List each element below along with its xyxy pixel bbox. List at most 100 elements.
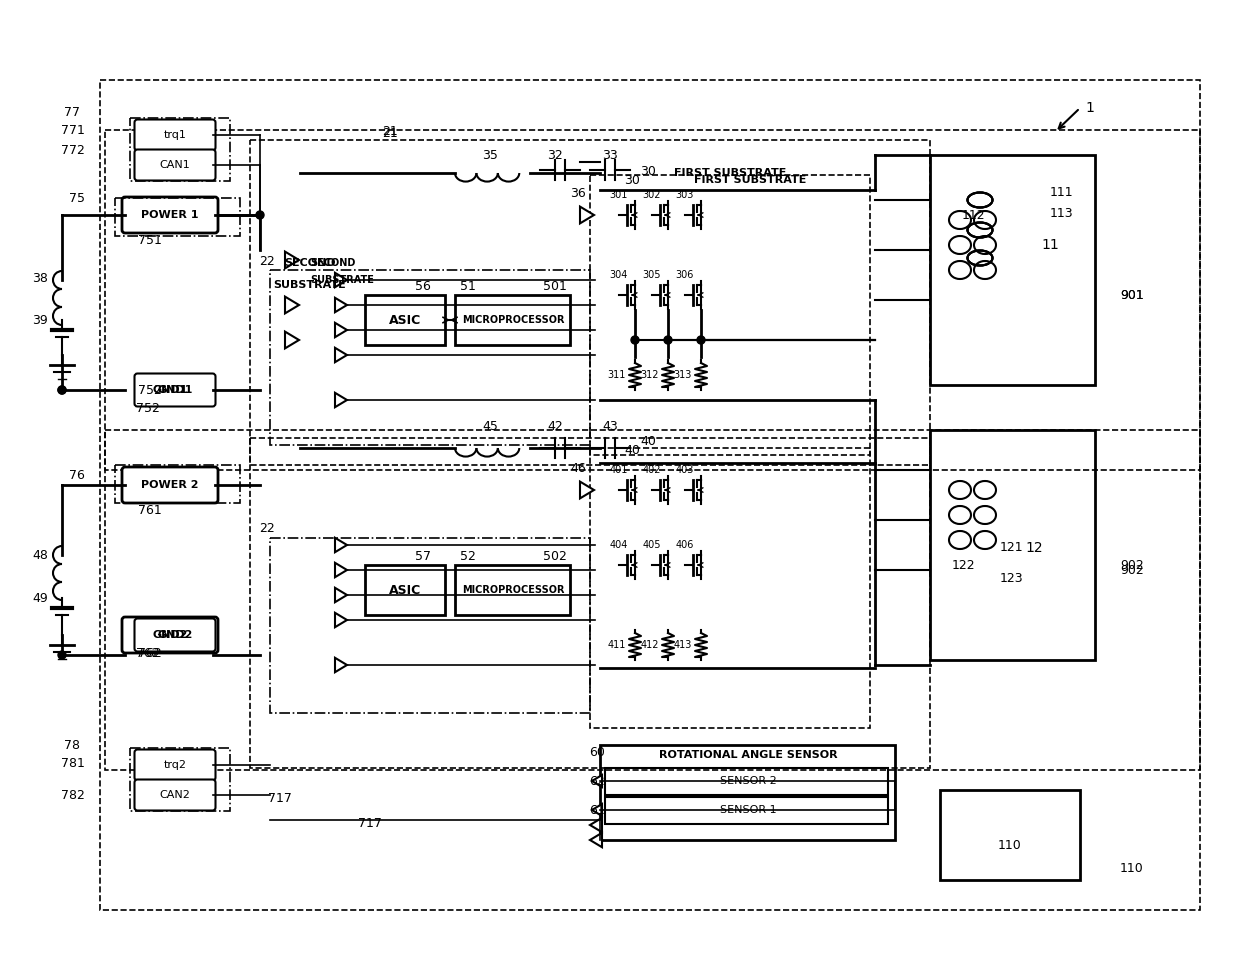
Text: 21: 21 — [382, 127, 398, 140]
Bar — [590, 448, 870, 728]
Text: 121: 121 — [999, 541, 1024, 554]
Text: 306: 306 — [676, 270, 694, 280]
Text: 48: 48 — [32, 548, 48, 562]
Bar — [250, 140, 930, 465]
FancyBboxPatch shape — [122, 617, 218, 653]
Text: 78: 78 — [64, 738, 81, 752]
Circle shape — [631, 336, 639, 344]
Bar — [940, 790, 1080, 880]
Polygon shape — [335, 658, 347, 672]
Text: 76: 76 — [69, 469, 86, 481]
Text: 12: 12 — [1025, 541, 1043, 555]
FancyBboxPatch shape — [122, 197, 218, 233]
Text: 30: 30 — [624, 174, 640, 186]
Bar — [100, 80, 1200, 910]
Text: FIRST SUBSTRATE: FIRST SUBSTRATE — [694, 175, 806, 185]
Text: 312: 312 — [641, 370, 660, 380]
Text: SUBSTRATE: SUBSTRATE — [274, 280, 346, 290]
Text: POWER 1: POWER 1 — [141, 210, 198, 220]
Text: 56: 56 — [415, 280, 430, 293]
Text: 501: 501 — [543, 280, 567, 293]
Text: 752: 752 — [136, 401, 160, 414]
Text: 110: 110 — [1120, 861, 1143, 875]
Bar — [930, 155, 1095, 385]
Text: 902: 902 — [1120, 563, 1143, 577]
Text: SECOND: SECOND — [310, 258, 356, 268]
Text: 304: 304 — [610, 270, 629, 280]
Text: 751: 751 — [138, 234, 162, 246]
FancyBboxPatch shape — [134, 619, 216, 651]
Bar — [130, 748, 229, 811]
Bar — [365, 565, 445, 615]
Polygon shape — [335, 587, 347, 603]
Text: 717: 717 — [358, 817, 382, 830]
Text: 411: 411 — [608, 640, 626, 650]
Text: POWER 2: POWER 2 — [141, 480, 198, 490]
Text: 413: 413 — [673, 640, 692, 650]
Text: ROTATIONAL ANGLE SENSOR: ROTATIONAL ANGLE SENSOR — [658, 750, 837, 760]
Bar — [115, 465, 241, 503]
Polygon shape — [335, 538, 347, 552]
Text: 301: 301 — [610, 190, 629, 200]
Text: SUBSTRATE: SUBSTRATE — [310, 275, 374, 285]
Text: 57: 57 — [415, 550, 432, 563]
Bar — [105, 430, 1200, 770]
Bar — [605, 768, 888, 795]
Text: SECOND: SECOND — [284, 258, 336, 268]
Polygon shape — [591, 804, 601, 816]
Text: 112: 112 — [961, 208, 985, 222]
Text: 22: 22 — [259, 522, 275, 535]
Text: CAN2: CAN2 — [160, 790, 191, 800]
Text: 782: 782 — [61, 789, 86, 801]
Polygon shape — [335, 298, 347, 312]
Text: MICROPROCESSOR: MICROPROCESSOR — [461, 315, 564, 325]
Polygon shape — [285, 251, 299, 268]
Circle shape — [663, 336, 672, 344]
Bar — [600, 745, 895, 840]
Text: SENSOR 1: SENSOR 1 — [719, 805, 776, 815]
Bar — [250, 438, 930, 768]
Circle shape — [58, 651, 66, 659]
Text: 38: 38 — [32, 271, 48, 285]
Text: 22: 22 — [259, 255, 275, 268]
Polygon shape — [591, 775, 601, 787]
Text: 1: 1 — [1085, 101, 1094, 115]
Circle shape — [697, 336, 706, 344]
Text: trq1: trq1 — [164, 130, 186, 140]
Text: 406: 406 — [676, 540, 694, 550]
Bar — [270, 538, 590, 713]
Text: trq2: trq2 — [164, 760, 186, 770]
Text: 752: 752 — [138, 384, 162, 396]
Text: 122: 122 — [951, 559, 975, 571]
Text: 303: 303 — [676, 190, 694, 200]
Text: 762: 762 — [136, 647, 160, 660]
Text: GND2: GND2 — [153, 630, 187, 640]
FancyBboxPatch shape — [134, 150, 216, 180]
Polygon shape — [580, 481, 594, 499]
Bar — [115, 198, 241, 236]
Text: MICROPROCESSOR: MICROPROCESSOR — [461, 585, 564, 595]
Text: 113: 113 — [1050, 206, 1074, 220]
Text: 111: 111 — [1050, 185, 1074, 199]
FancyBboxPatch shape — [134, 119, 216, 151]
Polygon shape — [590, 817, 601, 832]
Circle shape — [58, 386, 66, 394]
Polygon shape — [335, 393, 347, 407]
Text: 781: 781 — [61, 756, 86, 770]
Text: 60: 60 — [589, 746, 605, 758]
Text: 110: 110 — [998, 838, 1022, 852]
Text: 62: 62 — [589, 775, 605, 788]
Text: 402: 402 — [642, 465, 661, 475]
Text: 305: 305 — [642, 270, 661, 280]
Text: 36: 36 — [570, 187, 585, 200]
Text: 772: 772 — [61, 143, 86, 157]
Text: 21: 21 — [382, 125, 398, 138]
Bar — [605, 797, 888, 824]
Polygon shape — [335, 348, 347, 362]
Text: 77: 77 — [64, 105, 81, 118]
Text: 761: 761 — [138, 503, 162, 517]
Text: 403: 403 — [676, 465, 694, 475]
Text: 313: 313 — [673, 370, 692, 380]
Polygon shape — [285, 331, 299, 349]
Polygon shape — [590, 833, 601, 847]
